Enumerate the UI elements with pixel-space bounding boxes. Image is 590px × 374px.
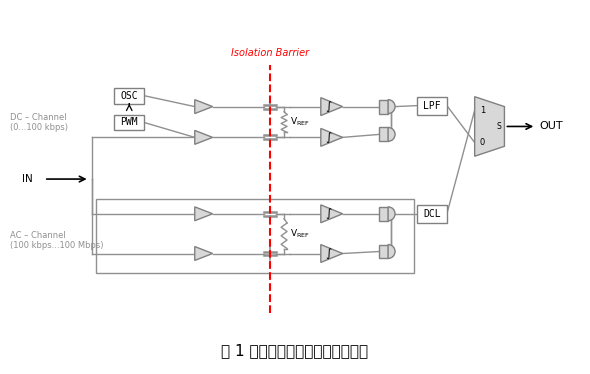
Text: 1: 1	[480, 106, 485, 115]
FancyBboxPatch shape	[379, 99, 388, 114]
Wedge shape	[388, 207, 395, 221]
Text: $\int$: $\int$	[325, 246, 333, 261]
Polygon shape	[195, 99, 212, 114]
Text: $\int$: $\int$	[325, 130, 333, 145]
Polygon shape	[321, 245, 343, 263]
Polygon shape	[195, 207, 212, 221]
Text: S: S	[497, 122, 502, 131]
Polygon shape	[321, 128, 343, 146]
FancyBboxPatch shape	[379, 128, 388, 141]
Text: V$_{\mathregular{REF}}$: V$_{\mathregular{REF}}$	[290, 227, 310, 240]
Text: V$_{\mathregular{REF}}$: V$_{\mathregular{REF}}$	[290, 116, 310, 128]
Polygon shape	[195, 131, 212, 144]
Text: PWM: PWM	[120, 117, 138, 128]
Polygon shape	[475, 96, 504, 156]
Wedge shape	[388, 99, 395, 114]
FancyBboxPatch shape	[417, 205, 447, 223]
Text: Isolation Barrier: Isolation Barrier	[231, 48, 309, 58]
Text: OSC: OSC	[120, 91, 138, 101]
Text: $\int$: $\int$	[325, 99, 333, 114]
Text: LPF: LPF	[423, 101, 441, 111]
Text: AC – Channel
(100 kbps...100 Mbps): AC – Channel (100 kbps...100 Mbps)	[10, 231, 104, 250]
Text: 图 1 数字电容隔离器的内部结构图: 图 1 数字电容隔离器的内部结构图	[221, 343, 369, 358]
Polygon shape	[321, 98, 343, 116]
Polygon shape	[321, 205, 343, 223]
Text: 0: 0	[480, 138, 485, 147]
FancyBboxPatch shape	[379, 245, 388, 258]
Wedge shape	[388, 245, 395, 258]
Wedge shape	[388, 128, 395, 141]
Text: DCL: DCL	[423, 209, 441, 219]
Text: OUT: OUT	[539, 122, 563, 131]
FancyBboxPatch shape	[114, 114, 144, 131]
FancyBboxPatch shape	[114, 88, 144, 104]
Text: DC – Channel
(0...100 kbps): DC – Channel (0...100 kbps)	[10, 113, 68, 132]
FancyBboxPatch shape	[379, 207, 388, 221]
Text: IN: IN	[22, 174, 33, 184]
FancyBboxPatch shape	[417, 96, 447, 114]
Text: $\int$: $\int$	[325, 206, 333, 221]
Polygon shape	[195, 246, 212, 260]
